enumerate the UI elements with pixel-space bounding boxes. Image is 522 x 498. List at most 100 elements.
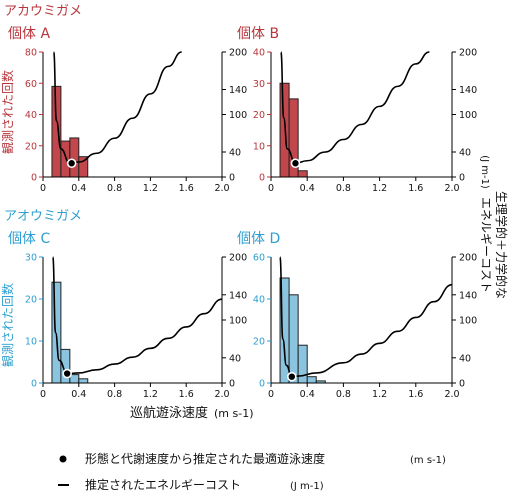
right-y-tick-label: 200 <box>229 253 247 264</box>
x-tick-label: 0 <box>268 183 274 194</box>
optimal-speed-marker <box>66 158 77 169</box>
histogram-bar <box>51 85 62 178</box>
energy-cost-curve <box>52 256 222 375</box>
left-y-tick-label: 10 <box>25 337 37 348</box>
energy-cost-curve <box>52 51 182 165</box>
right-y-tick-label: 40 <box>459 148 471 159</box>
right-y-tick-label: 200 <box>229 48 247 59</box>
left-y-tick-label: 20 <box>253 337 265 348</box>
right-y-tick-label: 0 <box>459 173 465 184</box>
panel-title-b: 個体 B <box>237 26 279 42</box>
right-y-tick-label: 100 <box>459 110 477 121</box>
left-y-tick-label: 0 <box>31 379 37 390</box>
right-y-tick-label: 200 <box>459 253 477 264</box>
panel-title-a: 個体 A <box>8 26 50 42</box>
right-y-tick-label: 0 <box>229 379 235 390</box>
legend-line-text: 推定されたエネルギーコスト <box>85 477 241 492</box>
left-y-tick-label: 20 <box>253 110 265 121</box>
left-y-tick-label: 0 <box>259 379 265 390</box>
histogram-bar <box>78 378 89 384</box>
x-tick-label: 0.8 <box>336 183 351 194</box>
optimal-speed-marker <box>290 158 301 169</box>
x-tick-label: 2.0 <box>444 183 459 194</box>
left-y-tick-label: 20 <box>25 141 37 152</box>
right-y-tick-label: 140 <box>459 290 477 301</box>
energy-cost-curve <box>280 51 430 165</box>
energy-cost-curve <box>279 256 452 378</box>
right-ylabel-line1: 生理学的＋力学的な <box>494 191 509 299</box>
legend-dot-text: 形態と代謝速度から推定された最適遊泳速度 <box>85 451 325 466</box>
x-tick-label: 2.0 <box>444 389 459 400</box>
x-tick-label: 0.4 <box>300 183 315 194</box>
x-tick-label: 0.4 <box>71 389 86 400</box>
histogram-bar <box>69 137 80 178</box>
histogram-bar <box>306 376 317 384</box>
x-tick-label: 0 <box>40 183 46 194</box>
left-y-tick-label: 80 <box>25 48 37 59</box>
left-ylabel-red: 観測された回数 <box>0 70 15 154</box>
x-tick-label: 0.4 <box>71 183 86 194</box>
left-y-tick-label: 40 <box>253 48 265 59</box>
histogram-bar <box>51 281 62 384</box>
left-y-tick-label: 20 <box>25 295 37 306</box>
left-y-tick-label: 0 <box>259 173 265 184</box>
left-y-tick-label: 0 <box>31 173 37 184</box>
right-y-tick-label: 100 <box>229 110 247 121</box>
histogram-bar <box>288 294 299 384</box>
xlabel-unit: (m s-1) <box>214 407 254 420</box>
x-tick-label: 0.8 <box>107 389 122 400</box>
right-y-tick-label: 40 <box>229 148 241 159</box>
right-y-tick-label: 0 <box>229 173 235 184</box>
right-ylabel-line2: エネルギーコスト <box>479 197 493 293</box>
left-y-tick-label: 40 <box>253 295 265 306</box>
left-y-tick-label: 10 <box>253 141 265 152</box>
x-tick-label: 1.6 <box>179 183 194 194</box>
panel-title-c: 個体 C <box>8 231 50 247</box>
optimal-speed-marker <box>287 371 297 382</box>
x-tick-label: 2.0 <box>214 389 229 400</box>
left-y-tick-label: 40 <box>25 110 37 121</box>
legend-dot-marker <box>59 455 67 463</box>
blue-group-label: アオウミガメ <box>4 209 82 224</box>
left-ylabel-blue: 観測された回数 <box>0 283 15 367</box>
x-tick-label: 0 <box>268 389 274 400</box>
x-tick-label: 0.4 <box>300 389 315 400</box>
x-tick-label: 0.8 <box>107 183 122 194</box>
legend-line-unit: (J m-1) <box>290 481 324 492</box>
left-y-tick-label: 30 <box>253 79 265 90</box>
panel-title-d: 個体 D <box>237 231 280 247</box>
x-tick-label: 1.2 <box>372 389 387 400</box>
histogram-bar <box>60 140 71 178</box>
x-tick-label: 1.6 <box>408 183 423 194</box>
histogram-bar <box>297 170 308 178</box>
red-group-label: アカウミガメ <box>4 4 82 19</box>
x-tick-label: 1.6 <box>179 389 194 400</box>
right-y-tick-label: 100 <box>229 316 247 327</box>
histogram-bar <box>297 344 308 384</box>
left-y-tick-label: 60 <box>253 253 265 264</box>
left-y-tick-label: 60 <box>25 79 37 90</box>
x-tick-label: 1.6 <box>408 389 423 400</box>
x-tick-label: 1.2 <box>143 183 158 194</box>
right-y-tick-label: 200 <box>459 48 477 59</box>
right-y-tick-label: 40 <box>229 353 241 364</box>
x-tick-label: 0.8 <box>336 389 351 400</box>
optimal-speed-marker <box>62 368 72 379</box>
xlabel: 巡航遊泳速度 <box>130 405 208 421</box>
right-ylabel-unit: (J m-1) <box>479 155 490 189</box>
right-y-tick-label: 40 <box>459 353 471 364</box>
x-tick-label: 0 <box>40 389 46 400</box>
x-tick-label: 2.0 <box>214 183 229 194</box>
right-y-tick-label: 140 <box>229 85 247 96</box>
right-y-tick-label: 0 <box>459 379 465 390</box>
right-y-tick-label: 140 <box>459 85 477 96</box>
right-y-tick-label: 140 <box>229 290 247 301</box>
x-tick-label: 1.2 <box>372 183 387 194</box>
right-y-tick-label: 100 <box>459 316 477 327</box>
legend-dot-unit: (m s-1) <box>410 455 446 466</box>
x-tick-label: 1.2 <box>143 389 158 400</box>
